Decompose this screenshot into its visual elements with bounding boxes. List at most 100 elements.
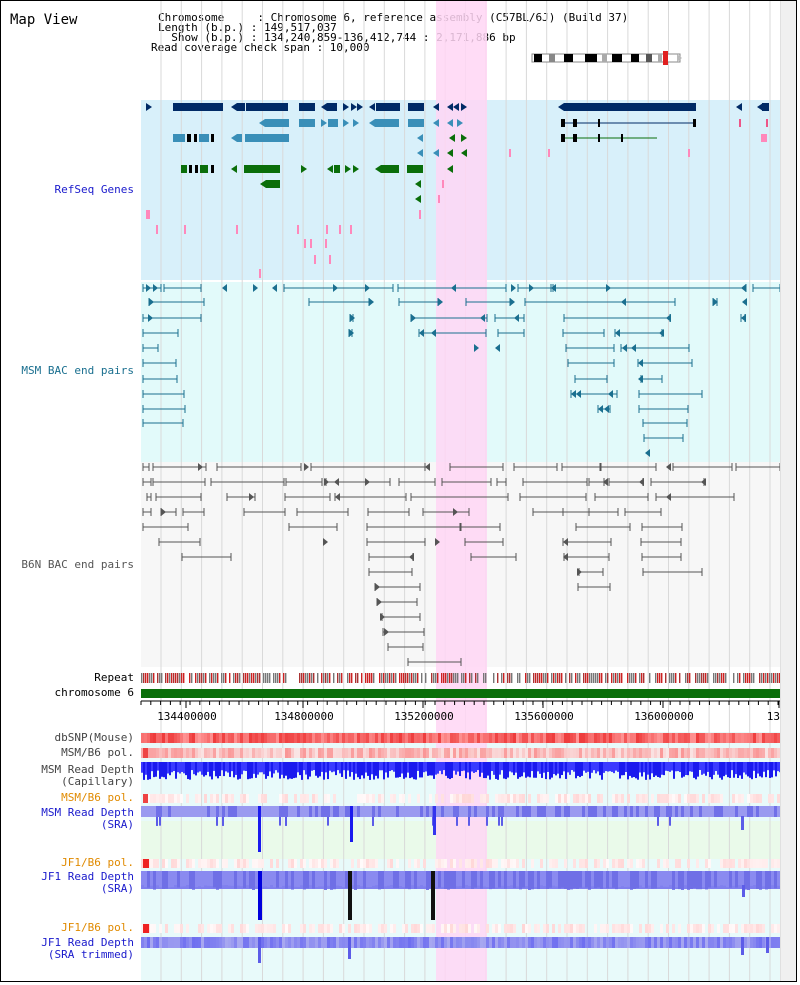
jf1-b6-pol-bin	[531, 859, 534, 868]
msm-depth-cap-bin	[619, 762, 621, 779]
dbsnp-bin	[741, 733, 744, 743]
msm-depth-cap-bin	[633, 762, 635, 778]
jf1-b6-pol-bin	[615, 924, 618, 933]
jf1-depth-trim-bin	[144, 937, 147, 948]
jf1-depth-sra-bin	[630, 871, 633, 890]
jf1-depth-sra-bin	[750, 871, 753, 886]
bac-end-arrow	[304, 463, 309, 471]
msm-depth-cap-bin	[681, 762, 683, 778]
msm-depth-cap-bin	[273, 762, 275, 774]
msm-b6-pol-bin	[318, 748, 321, 758]
dbsnp-bin	[690, 733, 693, 743]
msm-b6-pol-bin	[618, 794, 621, 803]
repeat-element	[361, 673, 363, 683]
dbsnp-bin	[576, 733, 579, 743]
msm-depth-sra-bin	[399, 806, 402, 817]
jf1-depth-trim-bin	[435, 937, 438, 948]
msm-depth-cap-bin	[485, 762, 487, 779]
jf1-depth-sra-bin	[471, 871, 474, 889]
msm-depth-cap-bin	[251, 762, 253, 779]
jf1-depth-sra-bin	[582, 871, 585, 887]
repeat-element	[593, 673, 595, 683]
jf1-b6-pol-bin	[453, 924, 456, 933]
jf1-b6-pol-bin	[414, 859, 417, 868]
jf1-depth-trim-bin	[411, 937, 414, 948]
msm-depth-cap-bin	[545, 762, 547, 780]
dbsnp-bin	[219, 733, 222, 743]
msm-b6-pol-bin	[390, 794, 393, 803]
msm-depth-cap-bin	[187, 762, 189, 780]
jf1-b6-pol-bin	[213, 859, 216, 868]
jf1-b6-pol-bin	[603, 859, 606, 868]
msm-b6-pol-bin	[639, 748, 642, 758]
bac-end-arrow	[598, 405, 603, 413]
msm-b6-pol-bin	[516, 748, 519, 758]
dbsnp-bin	[531, 733, 534, 743]
msm-b6-pol-bin	[207, 748, 210, 758]
msm-b6-pol-bin	[591, 748, 594, 758]
dbsnp-bin	[216, 733, 219, 743]
jf1-b6-pol-bin	[492, 859, 495, 868]
msm-depth-cap-bin	[183, 762, 185, 774]
track-label-chromosome: chromosome 6	[54, 686, 134, 699]
repeat-element	[777, 673, 779, 683]
msm-depth-sra-bin	[255, 806, 258, 817]
gene-arrow-left	[736, 103, 742, 111]
dbsnp-bin	[621, 733, 624, 743]
msm-depth-cap-bin	[591, 762, 593, 773]
msm-b6-pol-bin	[390, 748, 393, 758]
dbsnp-bin	[747, 733, 750, 743]
msm-b6-pol-bin	[156, 748, 159, 758]
jf1-depth-trim-bin	[708, 937, 711, 948]
repeat-element	[325, 673, 327, 683]
msm-b6-pol-bin	[171, 794, 174, 803]
msm-depth-sra-bin	[171, 806, 174, 817]
msm-depth-sra-bin	[612, 806, 615, 817]
msm-depth-sra-bin	[360, 806, 363, 817]
gene-arrow-left	[417, 149, 423, 157]
jf1-depth-trim-bin	[480, 937, 483, 948]
msm-depth-cap-bin	[481, 762, 483, 773]
msm-depth-cap-bin	[771, 762, 773, 778]
jf1-depth-trim-bin	[447, 937, 450, 948]
msm-depth-cap-bin	[705, 762, 707, 776]
msm-b6-pol-bin	[546, 794, 549, 803]
gene-exon	[310, 239, 312, 248]
repeat-element	[739, 673, 741, 683]
jf1-depth-sra-bin	[207, 871, 210, 886]
jf1-b6-pol-bin	[642, 859, 645, 868]
msm-depth-sra-bin	[597, 806, 600, 817]
repeat-element	[749, 673, 751, 683]
msm-depth-cap-bin	[767, 762, 769, 771]
gene-exon	[376, 103, 400, 111]
jf1-depth-sra-bin	[681, 871, 684, 890]
jf1-depth-sra-bin	[336, 871, 339, 886]
repeat-element	[305, 673, 307, 683]
repeat-element	[223, 673, 225, 683]
jf1-b6-pol-bin	[366, 924, 369, 933]
dbsnp-bin	[369, 733, 372, 743]
repeat-element	[177, 673, 179, 683]
gene-exon	[564, 103, 696, 111]
bac-end-arrow	[659, 329, 664, 337]
msm-depth-sra-bin	[303, 806, 306, 817]
jf1-depth-sra-bin	[240, 871, 243, 887]
msm-depth-sra-bin	[747, 806, 750, 817]
bac-end-arrow	[622, 344, 627, 352]
msm-depth-cap-bin	[471, 762, 473, 772]
jf1-b6-pol-bin	[573, 924, 576, 933]
gene-exon	[573, 134, 577, 142]
jf1-depth-sra-bin	[519, 871, 522, 890]
msm-depth-sra-bin	[558, 806, 561, 817]
gene-exon	[195, 165, 198, 173]
jf1-depth-sra-bin	[624, 871, 627, 887]
msm-depth-sra-bin	[183, 806, 186, 817]
jf1-depth-sra-bin	[246, 871, 249, 886]
jf1-depth-trim-bin	[408, 937, 411, 948]
vertical-scrollbar[interactable]	[780, 1, 796, 981]
jf1-b6-pol-bin	[690, 924, 693, 933]
gene-arrow-left	[558, 103, 564, 111]
msm-depth-sra-bin	[498, 817, 500, 826]
msm-b6-pol-bin	[153, 794, 156, 803]
